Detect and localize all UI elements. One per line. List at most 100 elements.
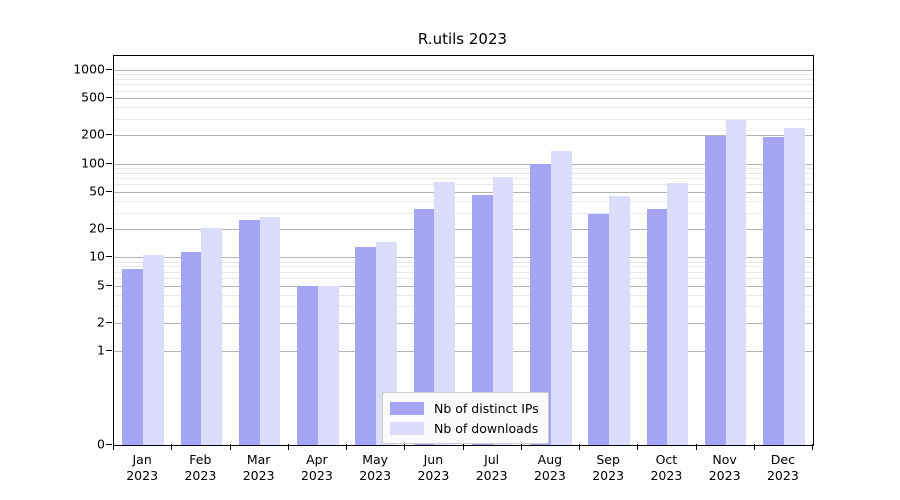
- x-tick-label: Apr 2023: [301, 452, 333, 484]
- bar-ips-jul: [471, 195, 493, 445]
- gridline-minor: [114, 90, 813, 92]
- x-tick-month: Aug: [537, 452, 563, 467]
- bar-dls-sep: [609, 196, 630, 445]
- y-tick-mark: [106, 96, 112, 98]
- bar-dls-mar: [259, 216, 281, 445]
- bar-ips-oct: [646, 208, 668, 445]
- bar-ips-apr: [297, 285, 318, 445]
- x-axis-tick-labels: Jan 2023 Feb 2023 Mar 2023 Apr 2023 May 2023 Jun 20…: [113, 448, 812, 492]
- gridline-major: [114, 285, 813, 287]
- bar-ips-nov: [704, 136, 726, 445]
- x-tick-mark: [171, 444, 173, 450]
- bar-ips-sep: [588, 213, 610, 445]
- gridline-minor: [114, 261, 813, 263]
- x-tick-month: Jan: [132, 452, 152, 467]
- gridline-minor: [114, 84, 813, 86]
- gridline-minor: [114, 74, 813, 75]
- gridline-minor: [114, 118, 813, 120]
- x-tick-mark: [753, 444, 755, 450]
- bar-ips-feb: [180, 251, 202, 445]
- gridline-major: [114, 351, 813, 353]
- gridline-minor: [114, 172, 813, 174]
- gridline-major: [114, 135, 813, 137]
- x-tick-month: Dec: [770, 452, 795, 467]
- gridline-minor: [114, 306, 813, 308]
- gridline-minor: [114, 78, 813, 80]
- bar-ips-mar: [238, 220, 260, 445]
- x-tick-mark: [520, 444, 522, 450]
- y-tick-label: 5: [97, 277, 105, 293]
- bar-dls-jan: [143, 255, 164, 445]
- x-tick-mark: [579, 444, 580, 450]
- bar-dls-oct: [667, 183, 689, 445]
- x-tick-year: 2023: [533, 468, 566, 483]
- y-axis-tick-labels: 0 1 2 5 10 20 50 100 200 500 1000: [55, 55, 105, 451]
- x-tick-year: 2023: [592, 468, 625, 483]
- x-tick-month: Feb: [189, 452, 212, 467]
- gridline-major: [114, 191, 813, 193]
- x-tick-mark: [695, 444, 697, 450]
- bars-layer: [114, 56, 813, 445]
- legend-label-ips: Nb of distinct IPs: [434, 400, 539, 416]
- x-tick-label: Sep 2023: [592, 452, 624, 484]
- x-tick-mark: [229, 444, 231, 450]
- chart-title: R.utils 2023: [417, 30, 508, 48]
- gridline-major: [114, 229, 813, 231]
- y-tick-mark: [106, 256, 112, 258]
- x-tick-year: 2023: [650, 468, 683, 483]
- bar-dls-feb: [201, 228, 223, 445]
- x-tick-year: 2023: [300, 468, 333, 483]
- y-tick-mark: [106, 444, 112, 445]
- x-tick-year: 2023: [359, 468, 392, 483]
- legend-item-downloads: Nb of downloads: [390, 418, 539, 438]
- x-tick-year: 2023: [126, 468, 159, 483]
- y-tick-mark: [106, 68, 112, 70]
- bar-dls-apr: [317, 285, 339, 445]
- bar-ips-dec: [763, 137, 784, 445]
- x-tick-year: 2023: [766, 468, 799, 483]
- gridline-major: [114, 97, 813, 99]
- x-tick-mark: [113, 444, 114, 450]
- y-tick-label: 100: [81, 155, 105, 171]
- x-tick-label: Oct 2023: [650, 452, 682, 484]
- y-tick-label: 50: [89, 183, 105, 199]
- legend-item-ips: Nb of distinct IPs: [390, 398, 539, 418]
- x-tick-month: Jun: [423, 452, 444, 467]
- y-tick-label: 200: [81, 126, 105, 142]
- x-tick-label: Feb 2023: [184, 452, 216, 484]
- bar-dls-jul: [492, 176, 514, 445]
- x-tick-mark: [287, 444, 289, 450]
- gridline-minor: [114, 278, 813, 280]
- x-tick-year: 2023: [475, 468, 508, 483]
- bar-dls-dec: [783, 127, 805, 445]
- bar-dls-nov: [725, 120, 747, 445]
- y-tick-mark: [106, 228, 112, 230]
- x-tick-mark: [404, 444, 406, 450]
- x-tick-month: Jul: [484, 452, 500, 467]
- y-tick-label: 500: [81, 89, 105, 105]
- x-tick-label: Jul 2023: [476, 452, 508, 484]
- x-tick-label: Jun 2023: [417, 452, 449, 484]
- y-tick-mark: [106, 350, 112, 352]
- gridline-major: [114, 69, 813, 71]
- x-tick-month: Mar: [246, 452, 271, 467]
- plot-area: [113, 55, 814, 446]
- bar-ips-aug: [530, 164, 551, 445]
- y-tick-label: 1: [97, 342, 105, 358]
- x-tick-mark: [812, 444, 813, 450]
- y-tick-mark: [106, 321, 112, 323]
- legend-swatch-downloads: [390, 421, 424, 435]
- gridline-minor: [114, 178, 813, 180]
- gridline-minor: [114, 266, 813, 268]
- y-tick-mark: [106, 190, 112, 192]
- x-tick-year: 2023: [708, 468, 741, 483]
- bar-ips-may: [355, 246, 377, 445]
- y-tick-label: 0: [97, 436, 105, 452]
- x-tick-year: 2023: [242, 468, 275, 483]
- gridline-minor: [114, 184, 813, 186]
- gridline-major: [114, 163, 813, 165]
- bar-dls-aug: [550, 151, 572, 445]
- y-tick-mark: [106, 284, 112, 286]
- bar-ips-jun: [413, 208, 435, 445]
